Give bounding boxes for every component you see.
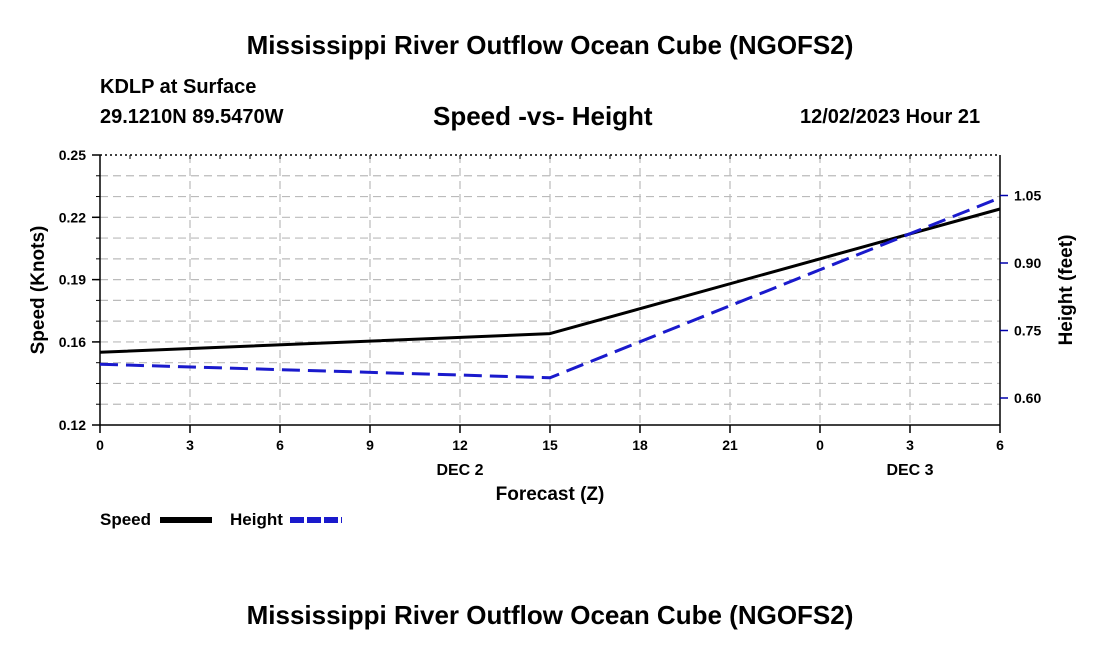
main-title: Mississippi River Outflow Ocean Cube (NG… [246, 30, 854, 60]
x-tick-label: 15 [542, 437, 558, 453]
x-tick-label: 12 [452, 437, 468, 453]
y2-axis-title: Height (feet) [1056, 235, 1077, 346]
x-tick-label: 0 [96, 437, 104, 453]
y2-tick-label: 0.60 [1014, 390, 1041, 406]
y-tick-label: 0.16 [59, 334, 86, 350]
chart-canvas: 0 3 6 9 12 15 18 21 0 3 6 DEC 2 DEC 3 Forecast (Z) 0.1… [28, 147, 1077, 505]
y2-tick-label: 0.90 [1014, 255, 1041, 271]
x-tick-label: 0 [816, 437, 824, 453]
y-axis-title: Speed (Knots) [28, 226, 49, 355]
footer-title: Mississippi River Outflow Ocean Cube (NG… [246, 600, 854, 630]
y-tick-label: 0.22 [59, 209, 86, 225]
y2-tick-label: 0.75 [1014, 323, 1041, 339]
x-tick-label: 3 [906, 437, 914, 453]
legend-speed-swatch [160, 517, 212, 523]
x-tick-label: 18 [632, 437, 648, 453]
x-tick-label: 3 [186, 437, 194, 453]
legend-height-swatch [290, 517, 342, 523]
y-tick-label: 0.19 [59, 272, 86, 288]
x-day-label: DEC 3 [886, 462, 933, 479]
y-tick-label: 0.12 [59, 417, 86, 433]
speed-series-line [99, 207, 1001, 354]
x-tick-label: 6 [996, 437, 1004, 453]
station-label: KDLP at Surface [100, 76, 257, 98]
x-tick-label: 9 [366, 437, 374, 453]
chart-subtitle: Speed -vs- Height [433, 101, 653, 131]
x-day-label: DEC 2 [436, 462, 483, 479]
station-coordinates: 29.1210N 89.5470W [100, 106, 284, 128]
forecast-datetime: 12/02/2023 Hour 21 [800, 106, 981, 128]
legend-speed-label: Speed [100, 510, 152, 529]
x-axis-title: Forecast (Z) [496, 484, 605, 505]
height-series-line [99, 196, 1001, 380]
y2-tick-label: 1.05 [1014, 188, 1041, 204]
y-tick-label: 0.25 [59, 147, 86, 163]
x-tick-label: 6 [276, 437, 284, 453]
legend-height-label: Height [230, 510, 283, 529]
x-tick-label: 21 [722, 437, 738, 453]
